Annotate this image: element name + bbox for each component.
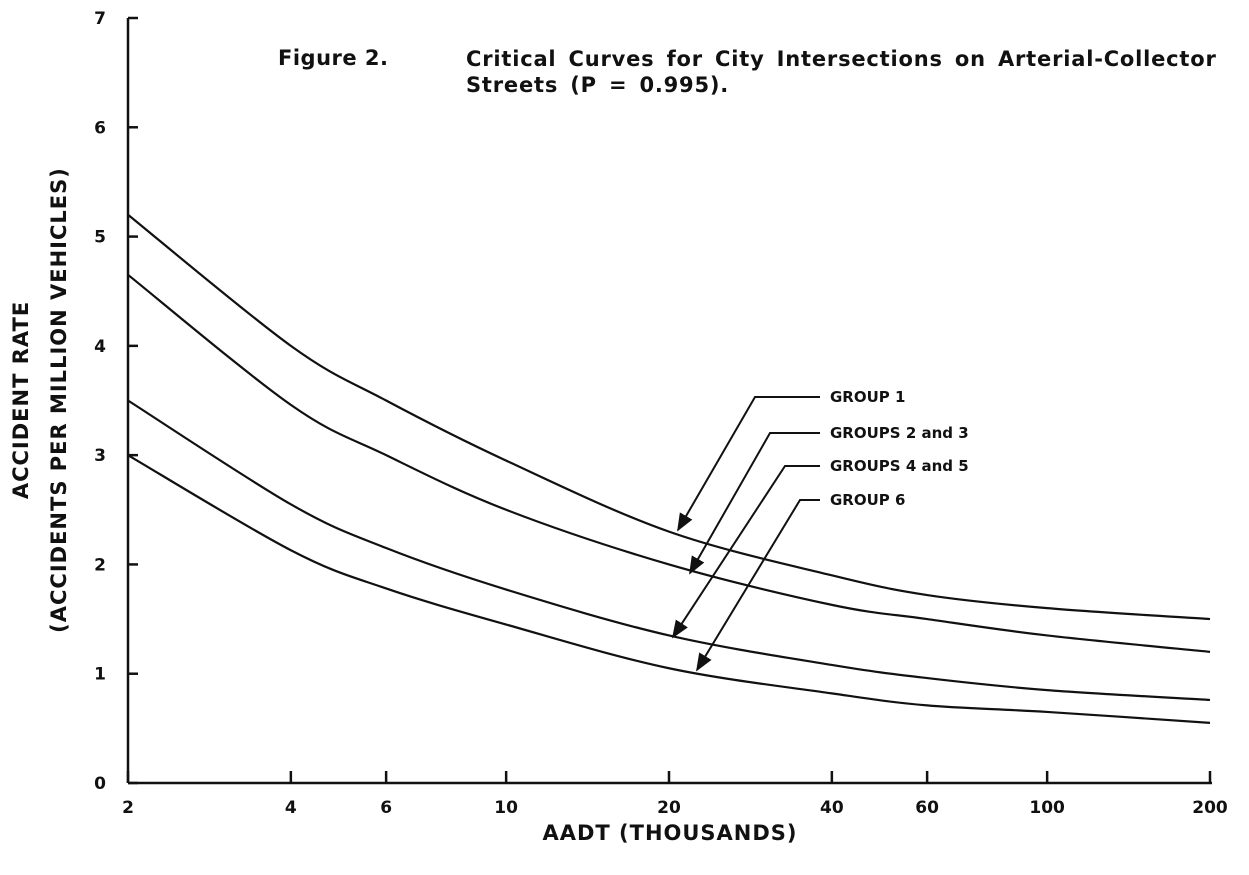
series-line: [127, 399, 1211, 702]
y-tick-label: 1: [94, 665, 106, 685]
arrow: [672, 465, 820, 639]
series-line: [127, 454, 1211, 724]
arrow: [696, 499, 820, 672]
annotation-arrows: [672, 396, 820, 672]
series-label: GROUPS 4 and 5: [830, 457, 969, 475]
x-tick-label: 10: [494, 798, 518, 818]
x-tick-label: 200: [1192, 798, 1228, 818]
series-label: GROUPS 2 and 3: [830, 424, 969, 442]
x-tick-label: 20: [657, 798, 681, 818]
chart-title: Critical Curves for City Intersections o…: [466, 47, 1217, 97]
x-tick-label: 40: [820, 798, 844, 818]
x-tick-label: 100: [1029, 798, 1065, 818]
x-axis-label: AADT (THOUSANDS): [542, 821, 797, 845]
figure-label: Figure 2.: [278, 46, 389, 70]
x-tick-label: 60: [915, 798, 939, 818]
arrow: [677, 396, 820, 532]
x-tick-label: 2: [122, 798, 134, 818]
x-tick-label: 6: [380, 798, 392, 818]
series-line: [127, 213, 1211, 621]
y-tick-label: 0: [94, 774, 106, 794]
series-label: GROUP 1: [830, 388, 905, 406]
arrow: [689, 432, 820, 575]
y-tick-label: 6: [94, 118, 106, 138]
x-tick-label: 4: [285, 798, 297, 818]
y-axis-sublabel: (ACCIDENTS PER MILLION VEHICLES): [47, 167, 71, 633]
series-label: GROUP 6: [830, 491, 905, 509]
y-tick-label: 5: [94, 228, 106, 248]
y-tick-label: 7: [94, 9, 106, 29]
series-line: [127, 273, 1211, 653]
y-tick-label: 3: [94, 446, 106, 466]
y-axis-label: ACCIDENT RATE: [9, 301, 33, 499]
y-tick-label: 4: [94, 337, 106, 357]
y-tick-label: 2: [94, 555, 106, 575]
